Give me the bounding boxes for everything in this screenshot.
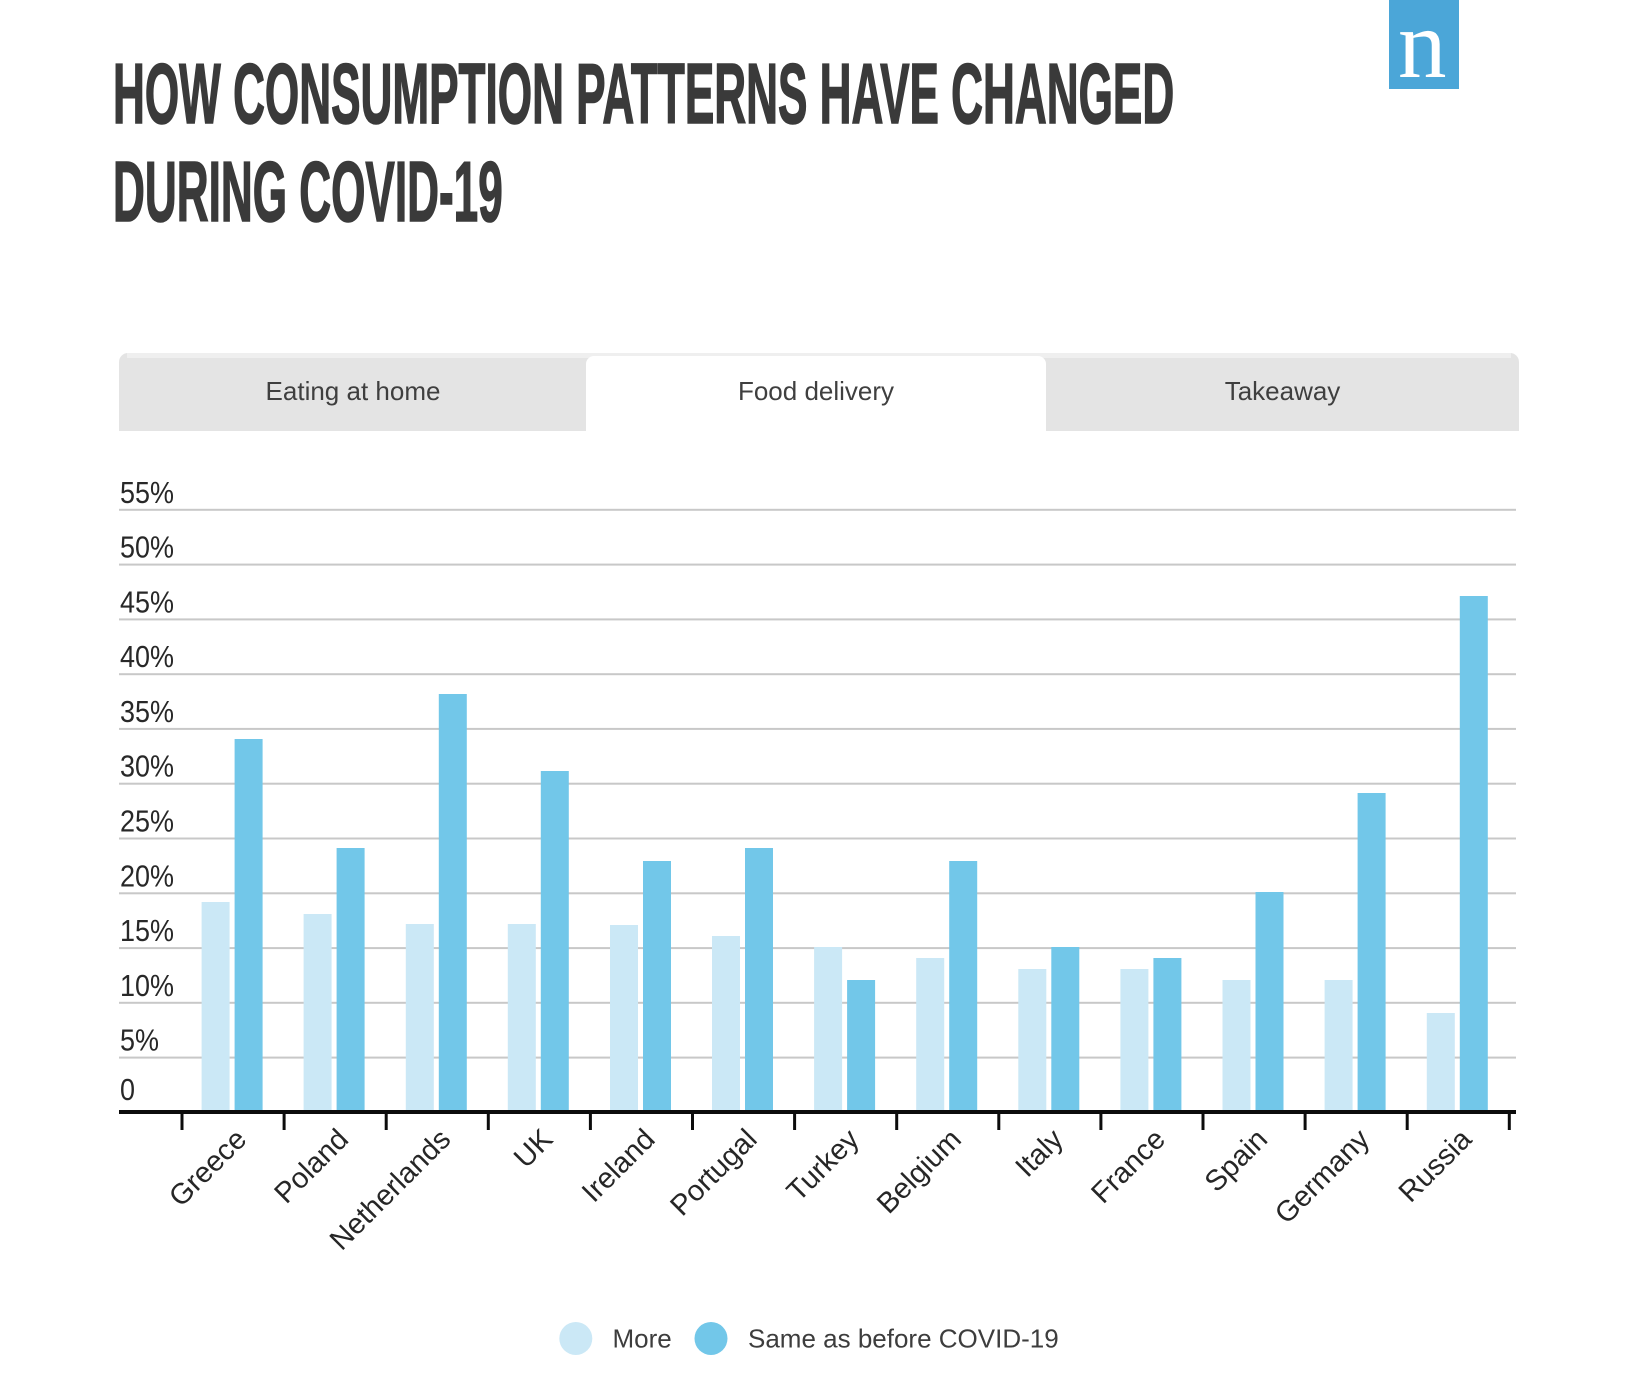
svg-text:n: n [1398, 0, 1447, 89]
svg-text:45%: 45% [120, 586, 174, 620]
svg-text:15%: 15% [120, 914, 174, 948]
svg-text:UK: UK [508, 1123, 560, 1175]
svg-text:Belgium: Belgium [871, 1123, 968, 1220]
svg-text:Turkey: Turkey [781, 1123, 866, 1208]
svg-text:55%: 55% [120, 476, 174, 510]
svg-text:Italy: Italy [1010, 1123, 1071, 1184]
svg-text:25%: 25% [120, 805, 174, 839]
svg-text:40%: 40% [120, 641, 174, 675]
svg-text:Ireland: Ireland [576, 1123, 661, 1208]
svg-text:France: France [1085, 1123, 1171, 1209]
svg-text:Spain: Spain [1199, 1123, 1274, 1198]
svg-text:Poland: Poland [269, 1123, 355, 1209]
svg-text:50%: 50% [120, 531, 174, 565]
svg-text:Same as before COVID-19: Same as before COVID-19 [748, 1324, 1059, 1354]
svg-text:Germany: Germany [1269, 1123, 1376, 1230]
svg-text:10%: 10% [120, 969, 174, 1003]
svg-text:30%: 30% [120, 750, 174, 784]
svg-text:20%: 20% [120, 860, 174, 894]
svg-text:35%: 35% [120, 695, 174, 729]
svg-text:More: More [613, 1324, 672, 1354]
svg-text:Portugal: Portugal [664, 1123, 763, 1222]
svg-text:5%: 5% [120, 1024, 159, 1058]
svg-text:0: 0 [120, 1073, 135, 1107]
svg-text:Russia: Russia [1393, 1123, 1479, 1209]
svg-text:Greece: Greece [163, 1123, 253, 1213]
